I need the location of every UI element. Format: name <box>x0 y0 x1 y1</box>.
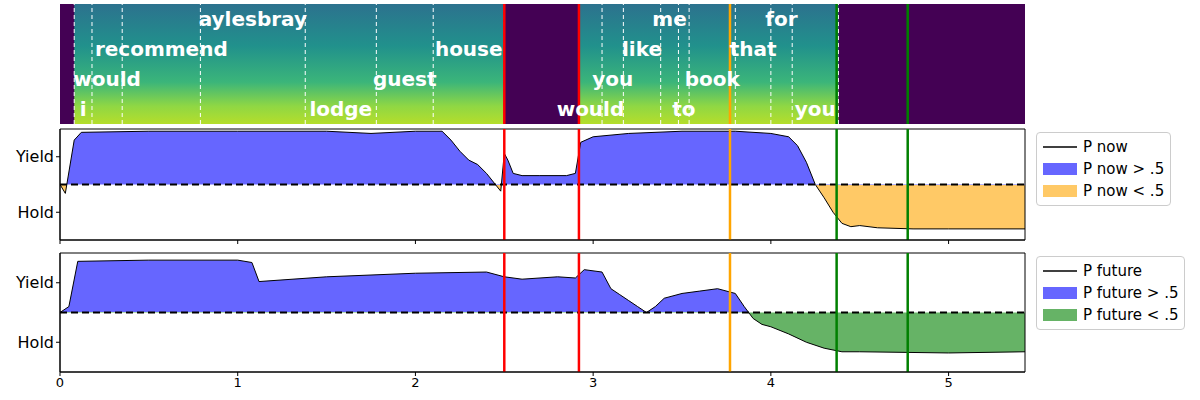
svg-text:would: would <box>73 67 141 91</box>
svg-text:recommend: recommend <box>95 37 228 61</box>
html-text:P future < .5: P future < .5 <box>1083 306 1179 324</box>
svg-text:2: 2 <box>411 375 419 390</box>
svg-text:house: house <box>435 37 503 61</box>
svg-text:1: 1 <box>234 375 242 390</box>
svg-text:would: would <box>557 97 625 121</box>
svg-text:0: 0 <box>56 375 64 390</box>
svg-text:i: i <box>80 97 87 121</box>
svg-text:you: you <box>795 97 836 121</box>
html-text:P now < .5: P now < .5 <box>1083 182 1165 200</box>
svg-text:you: you <box>592 67 633 91</box>
svg-text:book: book <box>685 67 741 91</box>
svg-text:like: like <box>622 37 662 61</box>
html-text:P now: P now <box>1083 138 1128 156</box>
svg-text:me: me <box>652 7 686 31</box>
svg-text:guest: guest <box>373 67 437 91</box>
svg-text:Hold: Hold <box>18 203 54 222</box>
html-text:P future: P future <box>1083 262 1143 280</box>
svg-text:Hold: Hold <box>18 333 54 352</box>
svg-text:4: 4 <box>767 375 775 390</box>
svg-text:3: 3 <box>589 375 597 390</box>
svg-text:Yield: Yield <box>15 273 54 292</box>
html-text:P now > .5: P now > .5 <box>1083 160 1165 178</box>
svg-text:5: 5 <box>944 375 952 390</box>
svg-text:aylesbray: aylesbray <box>199 7 307 31</box>
svg-text:lodge: lodge <box>309 97 372 121</box>
svg-text:to: to <box>672 97 695 121</box>
svg-text:Yield: Yield <box>15 147 54 166</box>
html-text:P future > .5: P future > .5 <box>1083 284 1179 302</box>
svg-text:for: for <box>765 7 797 31</box>
svg-text:that: that <box>730 37 777 61</box>
